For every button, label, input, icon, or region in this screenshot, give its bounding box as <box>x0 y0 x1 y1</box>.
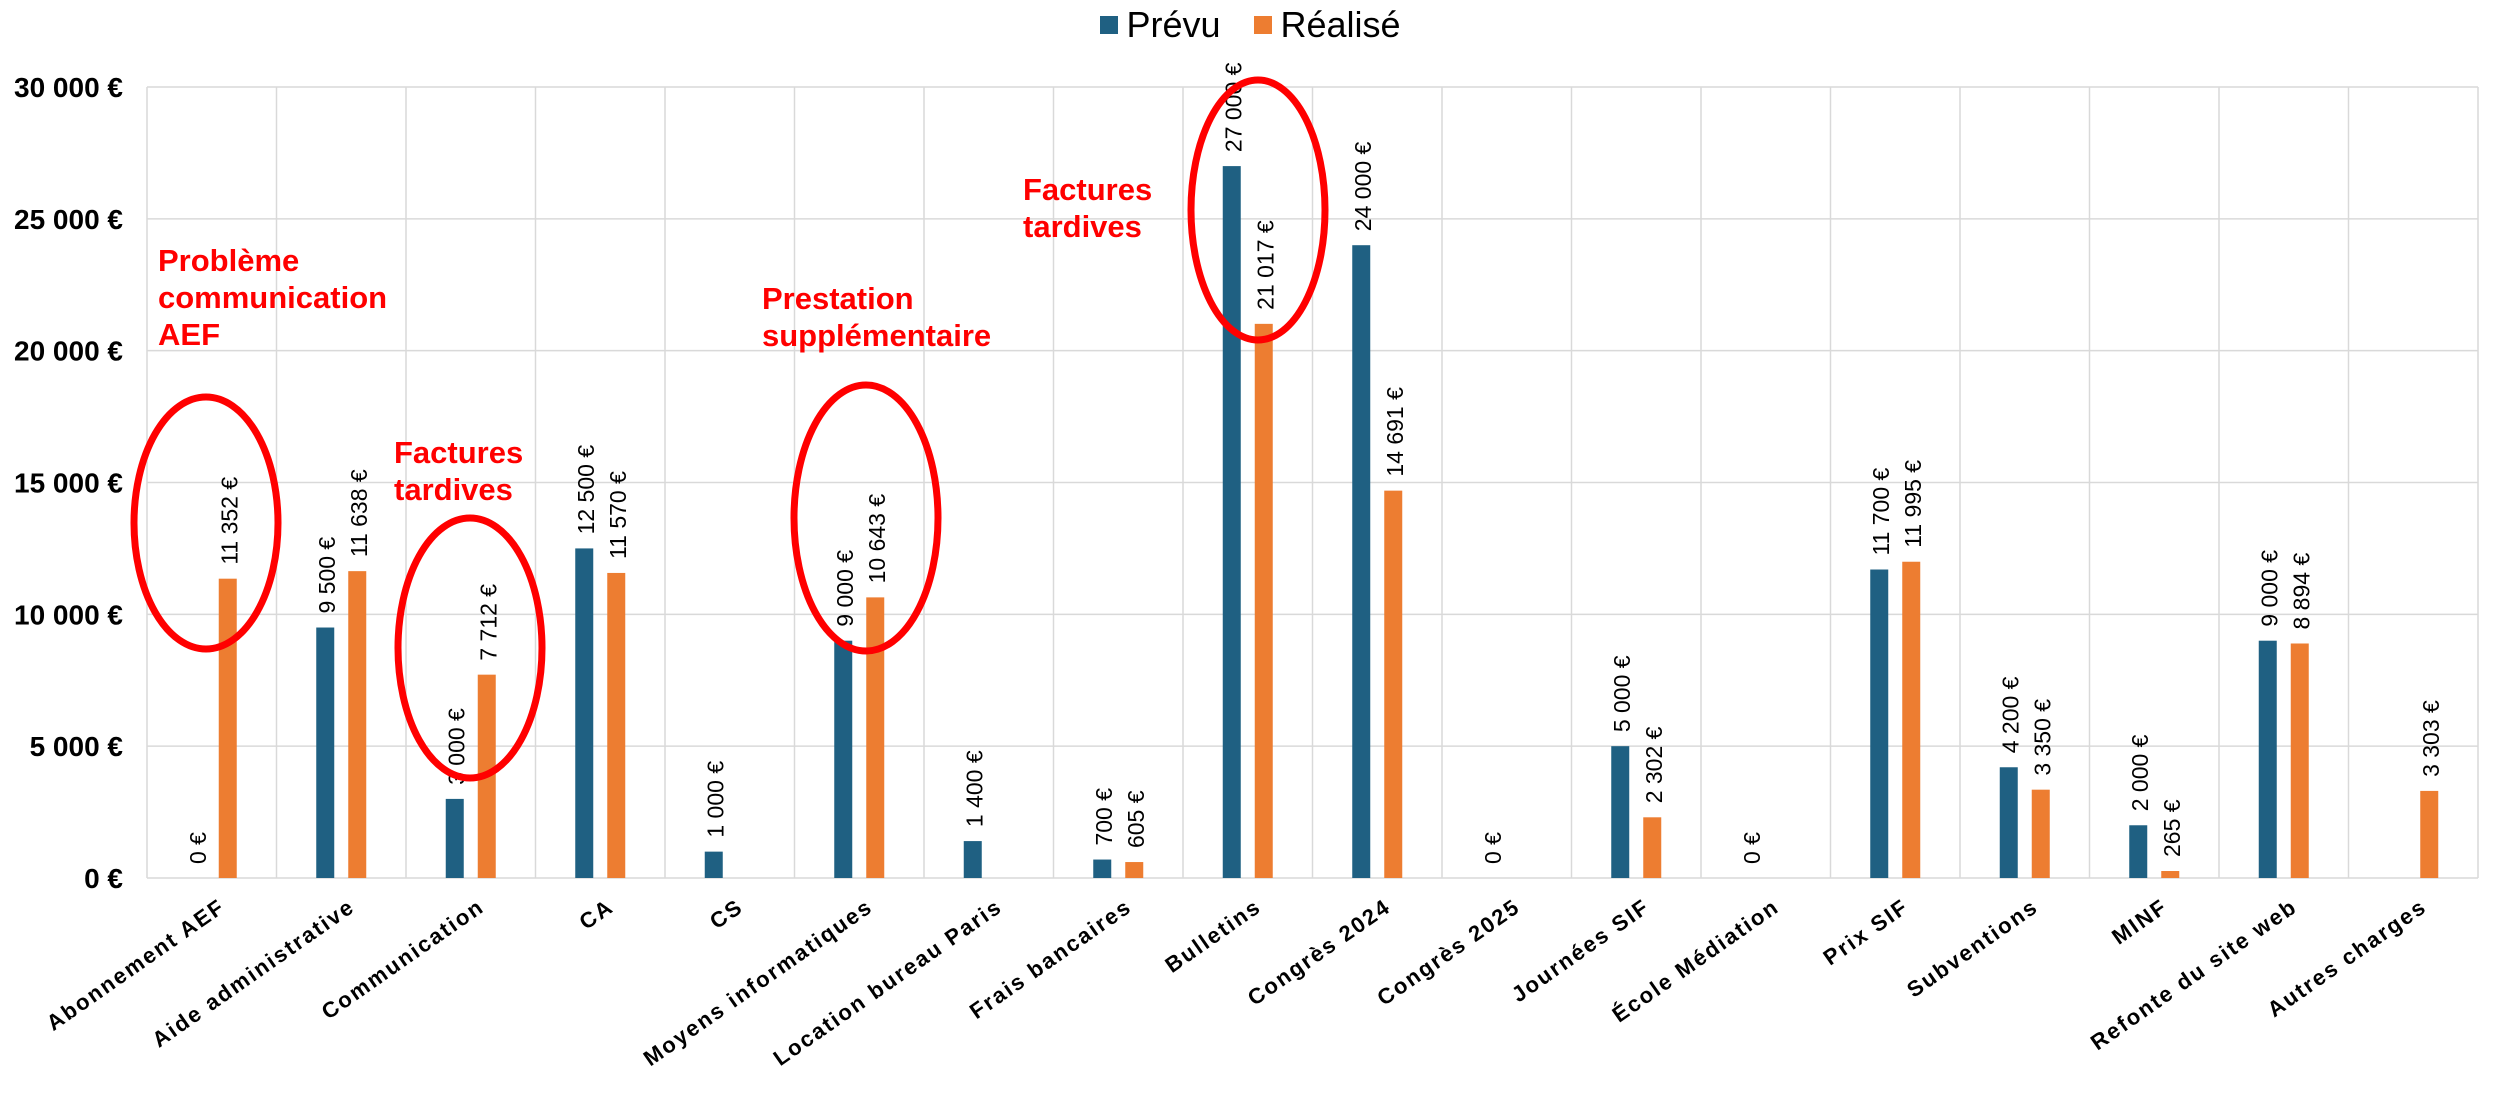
bar-realise-frais-bancaires <box>1125 862 1144 878</box>
bars <box>218 166 2439 879</box>
y-tick-label: 5 000 € <box>30 731 124 762</box>
y-axis-ticks: 0 € 5 000 € 10 000 € 15 000 € 20 000 € 25 000… <box>14 72 123 894</box>
bar-prevu-communication <box>445 798 464 878</box>
data-label-realise-autres-charges: 3 303 € <box>2418 700 2444 777</box>
data-label-prevu-refonte-du-site-web: 9 000 € <box>2257 550 2283 627</box>
x-tick-label-minf: MINF <box>2107 894 2172 950</box>
data-label-realise-frais-bancaires: 605 € <box>1123 790 1149 848</box>
data-label-realise-minf: 265 € <box>2159 799 2185 857</box>
x-tick-label-congres-2025: Congrès 2025 <box>1372 894 1524 1011</box>
bar-prevu-cs <box>704 851 723 878</box>
highlight-circle-moyens-informatiques <box>790 381 942 655</box>
data-label-prevu-journees-sif: 5 000 € <box>1609 655 1635 732</box>
data-label-realise-subventions: 3 350 € <box>2030 699 2056 776</box>
data-label-realise-bulletins: 21 017 € <box>1253 220 1279 310</box>
data-label-realise-ca: 11 570 € <box>605 471 631 559</box>
x-tick-label-location-bureau-paris: Location bureau Paris <box>769 894 1007 1071</box>
bar-prevu-refonte-du-site-web <box>2258 640 2277 878</box>
bar-realise-ca <box>607 572 626 878</box>
data-label-prevu-ecole-mediation: 0 € <box>1739 832 1765 864</box>
y-tick-label: 0 € <box>84 863 123 894</box>
bar-realise-congres-2024 <box>1384 490 1403 878</box>
annotation-factures-tardives-2: Factures tardives <box>1023 172 1153 244</box>
bar-prevu-location-bureau-paris <box>963 841 982 878</box>
bar-realise-abonnement-aef <box>218 578 237 878</box>
data-label-prevu-congres-2024: 24 000 € <box>1350 141 1376 231</box>
data-label-prevu-location-bureau-paris: 1 400 € <box>962 750 988 827</box>
legend-item-prevu: Prévu <box>1100 4 1220 46</box>
legend: Prévu Réalisé <box>0 4 2501 46</box>
x-tick-label-congres-2024: Congrès 2024 <box>1243 894 1395 1011</box>
legend-item-realise: Réalisé <box>1254 4 1401 46</box>
bar-prevu-prix-sif <box>1870 569 1889 878</box>
data-label-realise-journees-sif: 2 302 € <box>1641 726 1667 803</box>
y-tick-label: 30 000 € <box>14 72 123 103</box>
data-label-prevu-cs: 1 000 € <box>703 761 729 838</box>
annotation-prestation-supplementaire: Prestation supplémentaire <box>762 281 992 353</box>
data-label-realise-congres-2024: 14 691 € <box>1382 387 1408 477</box>
data-label-prevu-ca: 12 500 € <box>573 445 599 535</box>
highlight-circle-abonnement <box>130 393 282 653</box>
bar-prevu-journees-sif <box>1611 746 1630 878</box>
bar-realise-minf <box>2161 871 2180 878</box>
y-tick-label: 10 000 € <box>14 599 123 630</box>
annotation-factures-tardives-1: Factures tardives <box>394 435 524 507</box>
bar-prevu-moyens-informatiques <box>834 640 853 878</box>
x-tick-label-refonte-du-site-web: Refonte du site web <box>2086 894 2302 1055</box>
annotation-probleme-communication: Problème communication AEF <box>158 243 388 352</box>
bar-prevu-bulletins <box>1222 166 1241 879</box>
bar-realise-refonte-du-site-web <box>2290 643 2309 878</box>
data-label-prevu-congres-2025: 0 € <box>1480 832 1506 864</box>
highlight-circle-bulletins <box>1187 76 1329 344</box>
highlight-circles <box>130 76 1329 782</box>
bar-realise-journees-sif <box>1643 817 1662 878</box>
y-tick-label: 20 000 € <box>14 336 123 367</box>
x-tick-label-ca: CA <box>574 894 618 935</box>
legend-label-prevu: Prévu <box>1126 4 1221 45</box>
x-tick-label-cs: CS <box>705 894 748 934</box>
data-label-realise-prix-sif: 11 995 € <box>1900 460 1926 548</box>
data-label-prevu-subventions: 4 200 € <box>1998 676 2024 753</box>
data-label-realise-abonnement-aef: 11 352 € <box>217 477 243 565</box>
data-label-realise-moyens-informatiques: 10 643 € <box>864 494 890 584</box>
data-label-realise-aide-administrative: 11 638 € <box>346 469 372 557</box>
bar-realise-aide-administrative <box>348 571 367 878</box>
legend-swatch-realise <box>1254 16 1273 34</box>
bar-realise-prix-sif <box>1902 561 1921 878</box>
data-label-prevu-prix-sif: 11 700 € <box>1868 467 1894 555</box>
bar-prevu-frais-bancaires <box>1093 859 1112 878</box>
bar-realise-autres-charges <box>2420 790 2439 878</box>
bar-prevu-subventions <box>1999 767 2018 878</box>
bar-prevu-congres-2024 <box>1352 245 1371 878</box>
y-tick-label: 25 000 € <box>14 204 123 235</box>
data-label-realise-communication: 7 712 € <box>476 584 502 661</box>
bar-prevu-minf <box>2129 825 2148 878</box>
data-label-prevu-abonnement-aef: 0 € <box>185 832 211 864</box>
x-tick-label-prix-sif: Prix SIF <box>1819 894 1914 971</box>
data-label-prevu-moyens-informatiques: 9 000 € <box>832 550 858 627</box>
bar-realise-subventions <box>2031 789 2050 878</box>
y-tick-label: 15 000 € <box>14 468 123 499</box>
bar-prevu-aide-administrative <box>316 627 335 878</box>
x-tick-label-aide-administrative: Aide administrative <box>147 894 359 1053</box>
data-label-prevu-aide-administrative: 9 500 € <box>314 537 340 614</box>
x-tick-label-moyens-informatiques: Moyens informatiques <box>639 894 877 1071</box>
bar-realise-bulletins <box>1254 323 1273 878</box>
bar-prevu-ca <box>575 548 594 878</box>
data-label-prevu-minf: 2 000 € <box>2127 734 2153 811</box>
x-tick-label-bulletins: Bulletins <box>1160 894 1265 978</box>
highlight-circle-communication <box>394 514 546 782</box>
bar-realise-moyens-informatiques <box>866 597 885 878</box>
data-labels: 0 €11 352 €9 500 €11 638 €3 000 €7 712 €… <box>185 62 2445 864</box>
data-label-realise-refonte-du-site-web: 8 894 € <box>2289 553 2315 630</box>
data-label-prevu-bulletins: 27 000 € <box>1221 62 1247 152</box>
legend-swatch-prevu <box>1100 16 1119 34</box>
data-label-prevu-frais-bancaires: 700 € <box>1091 788 1117 846</box>
x-tick-label-subventions: Subventions <box>1902 894 2043 1003</box>
legend-label-realise: Réalisé <box>1280 4 1401 45</box>
